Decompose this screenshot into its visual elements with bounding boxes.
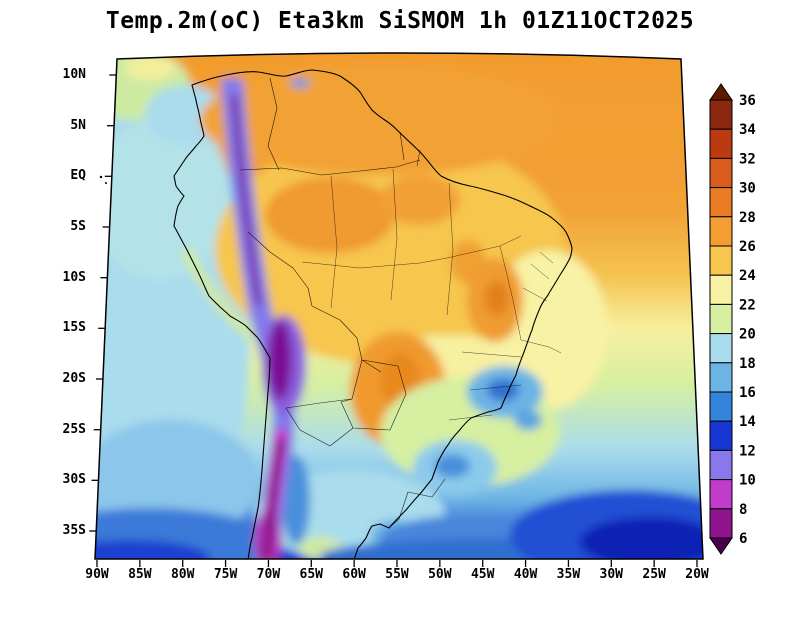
colorbar-segment (709, 449, 733, 481)
colorbar-segment (709, 508, 733, 539)
colorbar-value: 10 (739, 473, 756, 489)
colorbar-segment (709, 128, 733, 159)
island-marks (99, 175, 103, 179)
colorbar-segment (709, 157, 733, 189)
colorbar-value: 18 (739, 356, 756, 372)
colorbar-segment (709, 391, 733, 422)
colorbar-segment (709, 274, 733, 305)
lat-label: 10N (62, 67, 86, 82)
colorbar-segment (709, 479, 733, 510)
colorbar-value: 22 (739, 297, 756, 313)
colorbar-segment (709, 362, 733, 393)
colorbar-value: 32 (739, 151, 756, 167)
colorbar-value: 24 (739, 268, 756, 284)
colorbar: 36 34 32 30 28 26 24 22 20 18 16 14 12 10 8 6 (709, 83, 756, 555)
colorbar-value: 34 (739, 122, 756, 138)
colorbar-value: 20 (739, 327, 756, 343)
lon-label: 80W (170, 567, 195, 582)
axis-ticks (89, 74, 698, 567)
colorbar-value: 30 (739, 181, 756, 197)
lat-label: 20S (62, 371, 86, 386)
lat-label: 10S (62, 269, 86, 285)
lon-label: 45W (470, 567, 495, 582)
coastline (173, 69, 573, 559)
colorbar-segment (709, 216, 733, 247)
lon-label: 30W (599, 567, 624, 582)
colorbar-segment (709, 303, 733, 335)
colorbar-segment (709, 99, 733, 130)
state-borders (301, 168, 562, 421)
colorbar-arrow-top (709, 83, 733, 101)
colorbar-arrow-bottom (709, 537, 733, 555)
colorbar-value: 28 (739, 210, 756, 226)
lon-label: 35W (556, 567, 581, 582)
country-borders (239, 77, 446, 528)
lon-label: 20W (685, 567, 709, 582)
lat-label: 30S (62, 472, 86, 488)
lon-label: 40W (513, 567, 538, 582)
lat-label: 15S (62, 320, 86, 336)
colorbar-value: 36 (739, 93, 756, 109)
lat-label: 35S (62, 523, 86, 538)
lon-label: 55W (385, 567, 409, 582)
colorbar-value: 6 (739, 531, 747, 547)
lon-label: 75W (213, 567, 238, 582)
lon-label: 65W (299, 567, 324, 582)
lat-label: 5N (70, 117, 86, 133)
lon-label: 60W (342, 567, 366, 582)
colorbar-value: 14 (739, 414, 756, 430)
plot-title: Temp.2m(oC) Eta3km SiSMOM 1h 01Z11OCT202… (105, 8, 695, 34)
lon-label: 25W (642, 567, 666, 582)
lon-label: 70W (256, 567, 281, 582)
lat-label: 25S (62, 421, 86, 437)
temperature-field (95, 53, 703, 559)
colorbar-value: 12 (739, 443, 756, 459)
colorbar-value: 26 (739, 239, 756, 255)
lon-label: 50W (428, 567, 452, 582)
lon-label: 90W (85, 567, 109, 582)
colorbar-segment (709, 420, 733, 451)
colorbar-segment (709, 187, 733, 218)
colorbar-value: 16 (739, 385, 756, 401)
lat-label: EQ (70, 168, 86, 184)
colorbar-value: 8 (739, 502, 747, 518)
map-frame (94, 52, 704, 560)
lon-label: 85W (128, 567, 152, 582)
lat-label: 5S (70, 219, 86, 234)
colorbar-segment (709, 333, 733, 364)
colorbar-segment (709, 245, 733, 276)
